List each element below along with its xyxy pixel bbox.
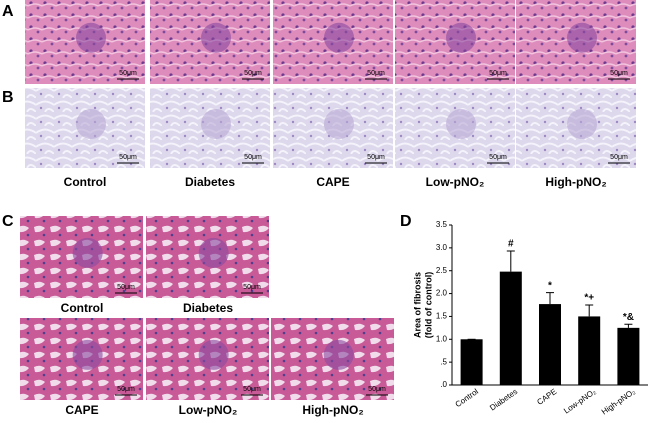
bar [578, 316, 601, 385]
glomerulus [198, 339, 229, 370]
scale-bar-label: 50μm [368, 386, 386, 393]
scale-bar-label: 50μm [367, 154, 385, 161]
glomerulus [567, 109, 597, 139]
x-tick-label: Diabetes [488, 387, 519, 412]
panel-label: C [2, 213, 14, 230]
group-caption: CAPE [65, 403, 98, 417]
group-caption: High-pNO₂ [545, 175, 606, 189]
glomerulus [72, 237, 103, 268]
glomerulus [324, 22, 354, 53]
y-axis-label: (fold of control) [423, 272, 433, 338]
glomerulus [198, 237, 229, 268]
glomerulus [323, 339, 354, 370]
scale-bar-label: 50μm [244, 70, 262, 77]
scale-bar-label: 50μm [117, 284, 135, 291]
group-caption: Control [64, 175, 107, 189]
glomerulus [76, 109, 106, 139]
y-tick-label: 3.0 [436, 243, 448, 252]
glomerulus [201, 22, 231, 53]
scale-bar-label: 50μm [489, 154, 507, 161]
scale-bar-label: 50μm [119, 70, 137, 77]
y-tick-label: 3.5 [436, 220, 448, 229]
y-tick-label: .5 [440, 357, 447, 366]
x-tick-label: High-pNO₂ [600, 387, 637, 417]
significance-mark: *+ [584, 293, 594, 304]
scale-bar-label: 50μm [243, 386, 261, 393]
group-caption: Low-pNO₂ [426, 175, 485, 189]
bar [539, 304, 561, 385]
x-tick-label: Control [454, 387, 480, 409]
glomerulus [76, 22, 106, 53]
x-tick-label: CAPE [535, 387, 558, 407]
bar [499, 271, 522, 385]
bar [460, 339, 483, 385]
significance-mark: *& [623, 312, 634, 323]
group-caption: High-pNO₂ [302, 403, 363, 417]
x-tick-label: Low-pNO₂ [562, 387, 597, 416]
scale-bar-label: 50μm [610, 70, 628, 77]
scale-bar-label: 50μm [244, 154, 262, 161]
group-caption: CAPE [316, 175, 349, 189]
error-bar [546, 292, 554, 305]
group-caption: Control [61, 301, 104, 315]
group-caption: Diabetes [183, 301, 233, 315]
glomerulus [324, 109, 354, 139]
glomerulus [446, 22, 476, 53]
group-caption: Low-pNO₂ [179, 403, 238, 417]
glomerulus [201, 109, 231, 139]
y-tick-label: 2.0 [436, 289, 448, 298]
significance-mark: # [508, 239, 514, 250]
scale-bar-label: 50μm [489, 70, 507, 77]
glomerulus [446, 109, 476, 139]
group-caption: Diabetes [185, 175, 235, 189]
error-bar [624, 323, 633, 328]
glomerulus [567, 22, 597, 53]
error-bar [585, 304, 594, 317]
scale-bar-label: 50μm [243, 284, 261, 291]
panel-label: A [2, 3, 14, 20]
y-tick-label: 1.5 [436, 312, 448, 321]
y-tick-label: 2.5 [436, 266, 448, 275]
y-tick-label: .0 [440, 380, 447, 389]
scale-bar-label: 50μm [119, 154, 137, 161]
y-tick-label: 1.0 [436, 334, 448, 343]
significance-mark: * [548, 280, 552, 291]
error-bar [506, 250, 515, 272]
scale-bar-label: 50μm [367, 70, 385, 77]
panel-label: B [2, 89, 14, 106]
y-axis-label: Area of fibrosis [412, 272, 422, 338]
bar [617, 327, 640, 385]
scale-bar-label: 50μm [610, 154, 628, 161]
scale-bar-label: 50μm [117, 386, 135, 393]
panel-label: D [400, 213, 412, 230]
glomerulus [72, 339, 103, 370]
